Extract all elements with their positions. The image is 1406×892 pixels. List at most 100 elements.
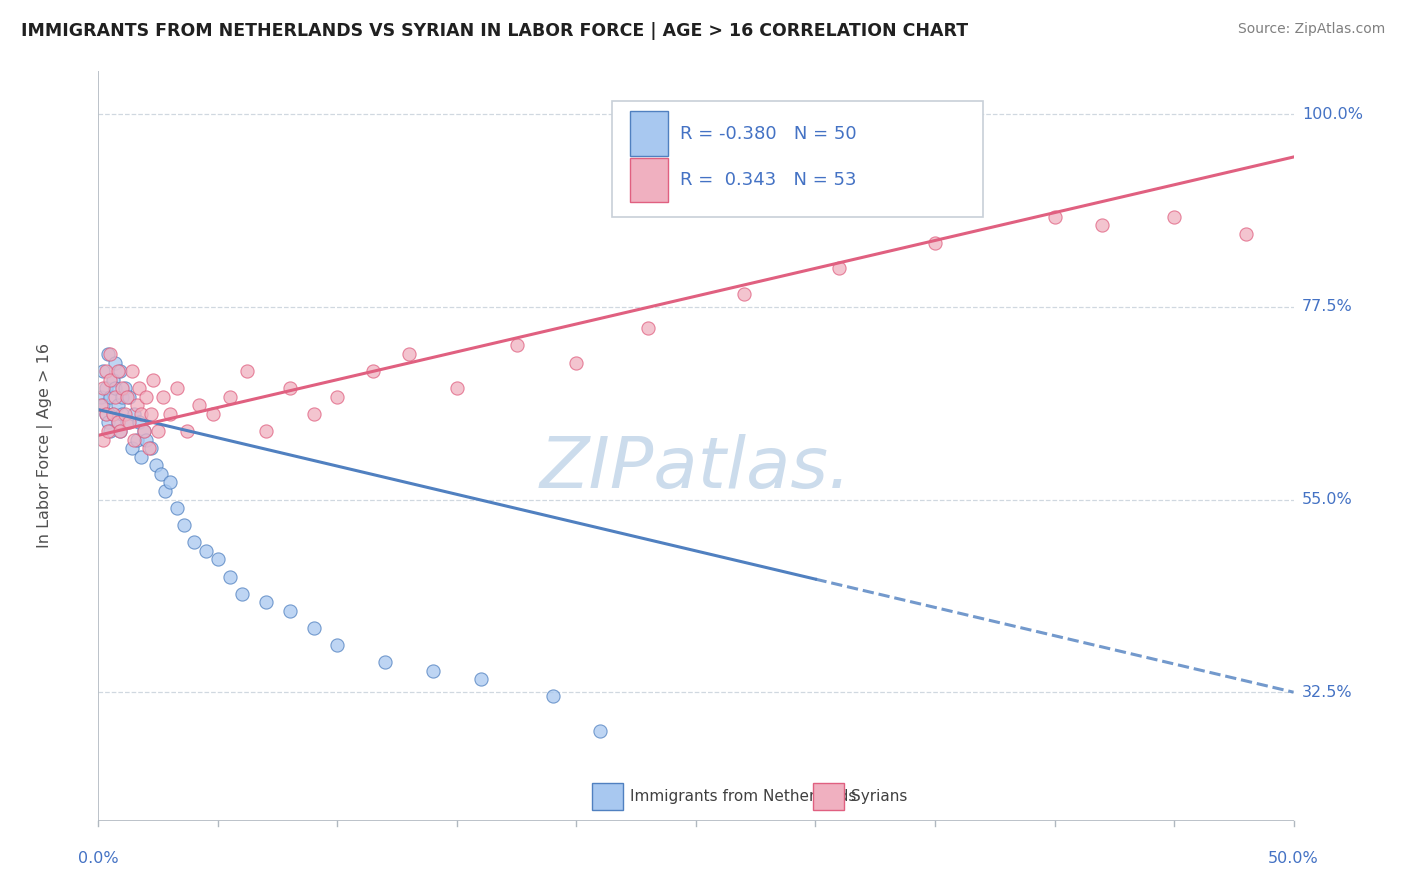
Point: [155, 483, 177, 498]
Point: [131, 450, 153, 464]
Point: [202, 407, 225, 421]
Point: [254, 424, 277, 438]
Point: [565, 355, 588, 369]
Point: [148, 424, 170, 438]
Point: [374, 655, 396, 669]
Point: [94, 381, 117, 395]
Point: [1091, 219, 1114, 233]
Point: [91, 398, 114, 412]
Point: [1043, 210, 1066, 224]
Point: [111, 407, 134, 421]
Point: [326, 390, 349, 404]
Point: [121, 364, 143, 378]
Point: [101, 407, 124, 421]
Point: [104, 355, 127, 369]
Point: [124, 407, 146, 421]
Point: [115, 390, 138, 404]
Point: [166, 501, 188, 516]
Point: [924, 235, 946, 250]
Point: [219, 390, 242, 404]
Point: [302, 407, 325, 421]
Point: [91, 381, 114, 395]
Text: 55.0%: 55.0%: [1302, 492, 1353, 507]
Text: ZIPatlas.: ZIPatlas.: [540, 434, 852, 503]
Point: [637, 321, 659, 335]
Text: 0.0%: 0.0%: [79, 851, 118, 866]
FancyBboxPatch shape: [630, 112, 668, 155]
FancyBboxPatch shape: [613, 102, 983, 218]
Text: R =  0.343   N = 53: R = 0.343 N = 53: [681, 171, 856, 189]
Point: [98, 424, 122, 438]
Point: [398, 347, 420, 361]
FancyBboxPatch shape: [592, 783, 623, 810]
Point: [128, 416, 150, 430]
Point: [107, 416, 129, 430]
Point: [149, 467, 172, 481]
Point: [152, 390, 174, 404]
Text: Syrians: Syrians: [852, 789, 908, 805]
Point: [132, 424, 155, 438]
Point: [121, 441, 143, 455]
Point: [145, 458, 167, 473]
Point: [111, 390, 134, 404]
Point: [125, 433, 148, 447]
Text: IMMIGRANTS FROM NETHERLANDS VS SYRIAN IN LABOR FORCE | AGE > 16 CORRELATION CHAR: IMMIGRANTS FROM NETHERLANDS VS SYRIAN IN…: [21, 22, 969, 40]
Point: [94, 407, 117, 421]
Point: [128, 381, 150, 395]
Point: [159, 407, 181, 421]
Point: [104, 381, 127, 395]
Point: [254, 595, 277, 609]
Point: [118, 390, 141, 404]
Point: [107, 398, 129, 412]
Point: [142, 373, 165, 387]
Point: [111, 381, 134, 395]
Point: [97, 347, 120, 361]
Point: [108, 424, 131, 438]
Point: [114, 381, 136, 395]
Point: [98, 373, 122, 387]
FancyBboxPatch shape: [813, 783, 844, 810]
Point: [124, 433, 146, 447]
Text: 50.0%: 50.0%: [1268, 851, 1319, 866]
Point: [114, 407, 136, 421]
Text: Immigrants from Netherlands: Immigrants from Netherlands: [630, 789, 856, 805]
Point: [541, 690, 564, 704]
Point: [173, 518, 195, 533]
Point: [97, 424, 120, 438]
Point: [139, 407, 162, 421]
Point: [101, 373, 124, 387]
Point: [94, 407, 117, 421]
Point: [176, 424, 198, 438]
Point: [207, 552, 229, 566]
Point: [235, 364, 257, 378]
Point: [422, 664, 444, 678]
Point: [108, 424, 131, 438]
Point: [363, 364, 385, 378]
Point: [125, 398, 148, 412]
Text: In Labor Force | Age > 16: In Labor Force | Age > 16: [37, 343, 52, 549]
FancyBboxPatch shape: [630, 158, 668, 202]
Point: [132, 424, 155, 438]
Point: [107, 364, 129, 378]
Point: [302, 621, 325, 635]
Point: [589, 723, 612, 738]
Point: [166, 381, 188, 395]
Text: R = -0.380   N = 50: R = -0.380 N = 50: [681, 125, 858, 143]
Point: [118, 416, 141, 430]
Point: [733, 287, 755, 301]
Point: [90, 398, 112, 412]
Point: [159, 475, 181, 490]
Point: [135, 390, 157, 404]
Point: [326, 638, 349, 652]
Point: [98, 347, 122, 361]
Point: [828, 261, 851, 276]
Point: [107, 416, 129, 430]
Point: [94, 364, 117, 378]
Point: [183, 535, 205, 549]
Point: [135, 433, 157, 447]
Point: [131, 407, 153, 421]
Point: [231, 587, 253, 601]
Point: [97, 416, 120, 430]
Text: 100.0%: 100.0%: [1302, 107, 1362, 121]
Point: [470, 673, 492, 687]
